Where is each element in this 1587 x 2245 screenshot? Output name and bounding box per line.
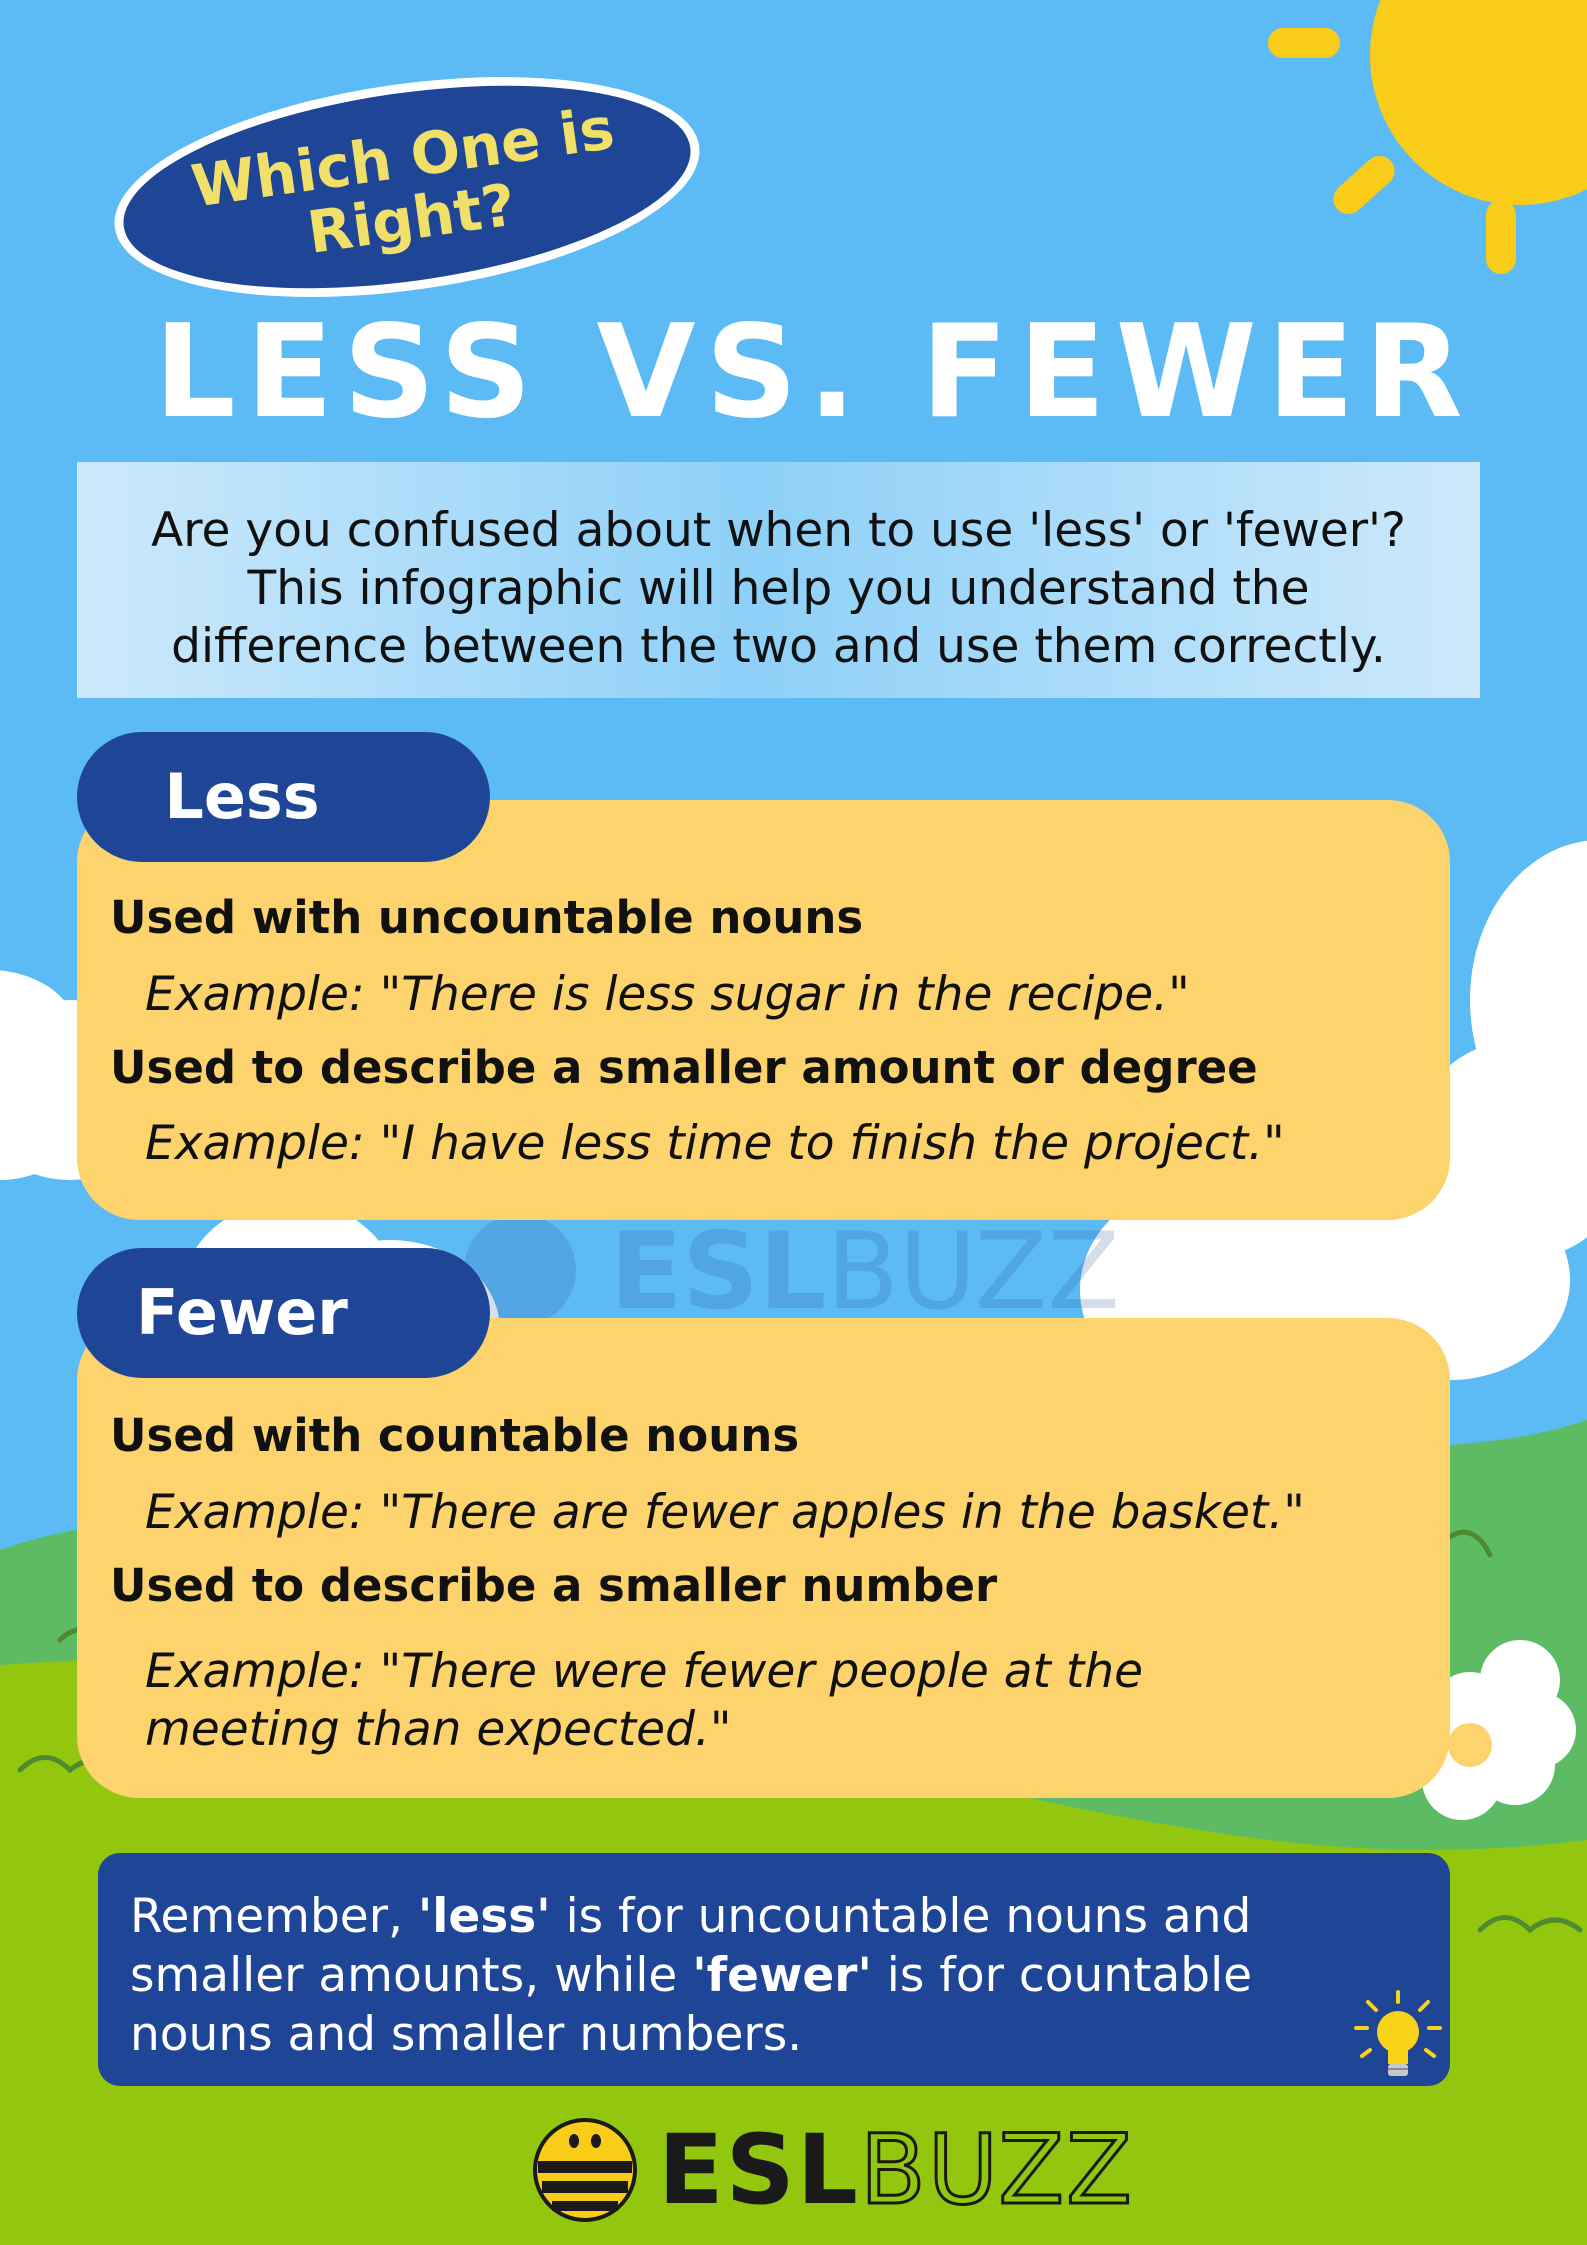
logo-wordmark: ESLBUZZ	[658, 2114, 1134, 2227]
remember-text: Remember,	[130, 1889, 418, 1944]
intro-box: Are you confused about when to use 'less…	[77, 462, 1480, 698]
remember-text: is for countable	[871, 1948, 1253, 2003]
intro-line-1: Are you confused about when to use 'less…	[151, 503, 1406, 558]
page-title: LESS VS. FEWER	[154, 298, 1473, 447]
intro-line-2: This infographic will help you understan…	[247, 561, 1310, 616]
less-heading: Less	[164, 760, 320, 833]
remember-text: is for uncountable nouns and	[550, 1889, 1252, 1944]
logo-outline-text: BUZZ	[858, 2114, 1134, 2227]
less-rule-2: Used to describe a smaller amount or deg…	[110, 1041, 1258, 1094]
fewer-rule-1: Used with countable nouns	[110, 1409, 800, 1462]
fewer-example-2-line-1: Example: "There were fewer people at the	[145, 1644, 1144, 1699]
less-heading-pill: Less	[77, 732, 490, 862]
less-example-1: Example: "There is less sugar in the rec…	[145, 967, 1190, 1022]
remember-box: Remember, 'less' is for uncountable noun…	[98, 1853, 1450, 2086]
fewer-heading: Fewer	[136, 1276, 348, 1349]
fewer-card	[77, 1318, 1450, 1798]
logo-bold-text: ESL	[658, 2114, 860, 2226]
fewer-example-2-line-2: meeting than expected."	[145, 1702, 732, 1757]
fewer-heading-pill: Fewer	[77, 1248, 490, 1378]
intro-line-3: difference between the two and use them …	[171, 619, 1386, 674]
remember-line-2: smaller amounts, while 'fewer' is for co…	[130, 1946, 1450, 2005]
bee-logo-icon	[533, 2118, 637, 2222]
lightbulb-icon	[1354, 1990, 1442, 2076]
remember-line-3: nouns and smaller numbers.	[130, 2007, 803, 2062]
sun-icon	[1268, 0, 1587, 274]
remember-text: smaller amounts, while	[130, 1948, 693, 2003]
fewer-example-1: Example: "There are fewer apples in the …	[145, 1485, 1305, 1540]
less-rule-1: Used with uncountable nouns	[110, 891, 864, 944]
less-card	[77, 800, 1450, 1220]
watermark: ESLBUZZ	[464, 1210, 1120, 1333]
fewer-example-2: Example: "There were fewer people at the…	[145, 1643, 1143, 1759]
fewer-rule-2: Used to describe a smaller number	[110, 1559, 998, 1612]
less-example-2: Example: "I have less time to finish the…	[145, 1116, 1285, 1171]
remember-fewer-emphasis: 'fewer'	[692, 1948, 872, 2003]
remember-less-emphasis: 'less'	[417, 1889, 551, 1944]
svg-text:ESLBUZZ: ESLBUZZ	[610, 1210, 1120, 1333]
remember-line-1: Remember, 'less' is for uncountable noun…	[130, 1887, 1450, 1946]
